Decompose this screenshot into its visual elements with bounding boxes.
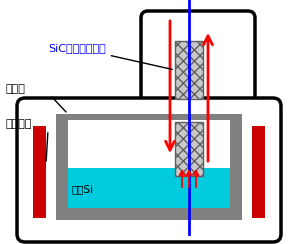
- Bar: [175, 122, 203, 176]
- Bar: [33, 126, 46, 218]
- Text: 高温炉: 高温炉: [5, 84, 25, 94]
- FancyBboxPatch shape: [141, 11, 255, 133]
- Text: SiCプリフォーム: SiCプリフォーム: [48, 43, 172, 69]
- Bar: [68, 120, 230, 208]
- Bar: [175, 41, 203, 99]
- Bar: [252, 126, 265, 218]
- Text: 溶融Si: 溶融Si: [72, 184, 94, 194]
- Bar: [68, 168, 230, 208]
- Text: ヒーター: ヒーター: [5, 119, 32, 129]
- FancyBboxPatch shape: [17, 98, 281, 242]
- Bar: [56, 114, 242, 220]
